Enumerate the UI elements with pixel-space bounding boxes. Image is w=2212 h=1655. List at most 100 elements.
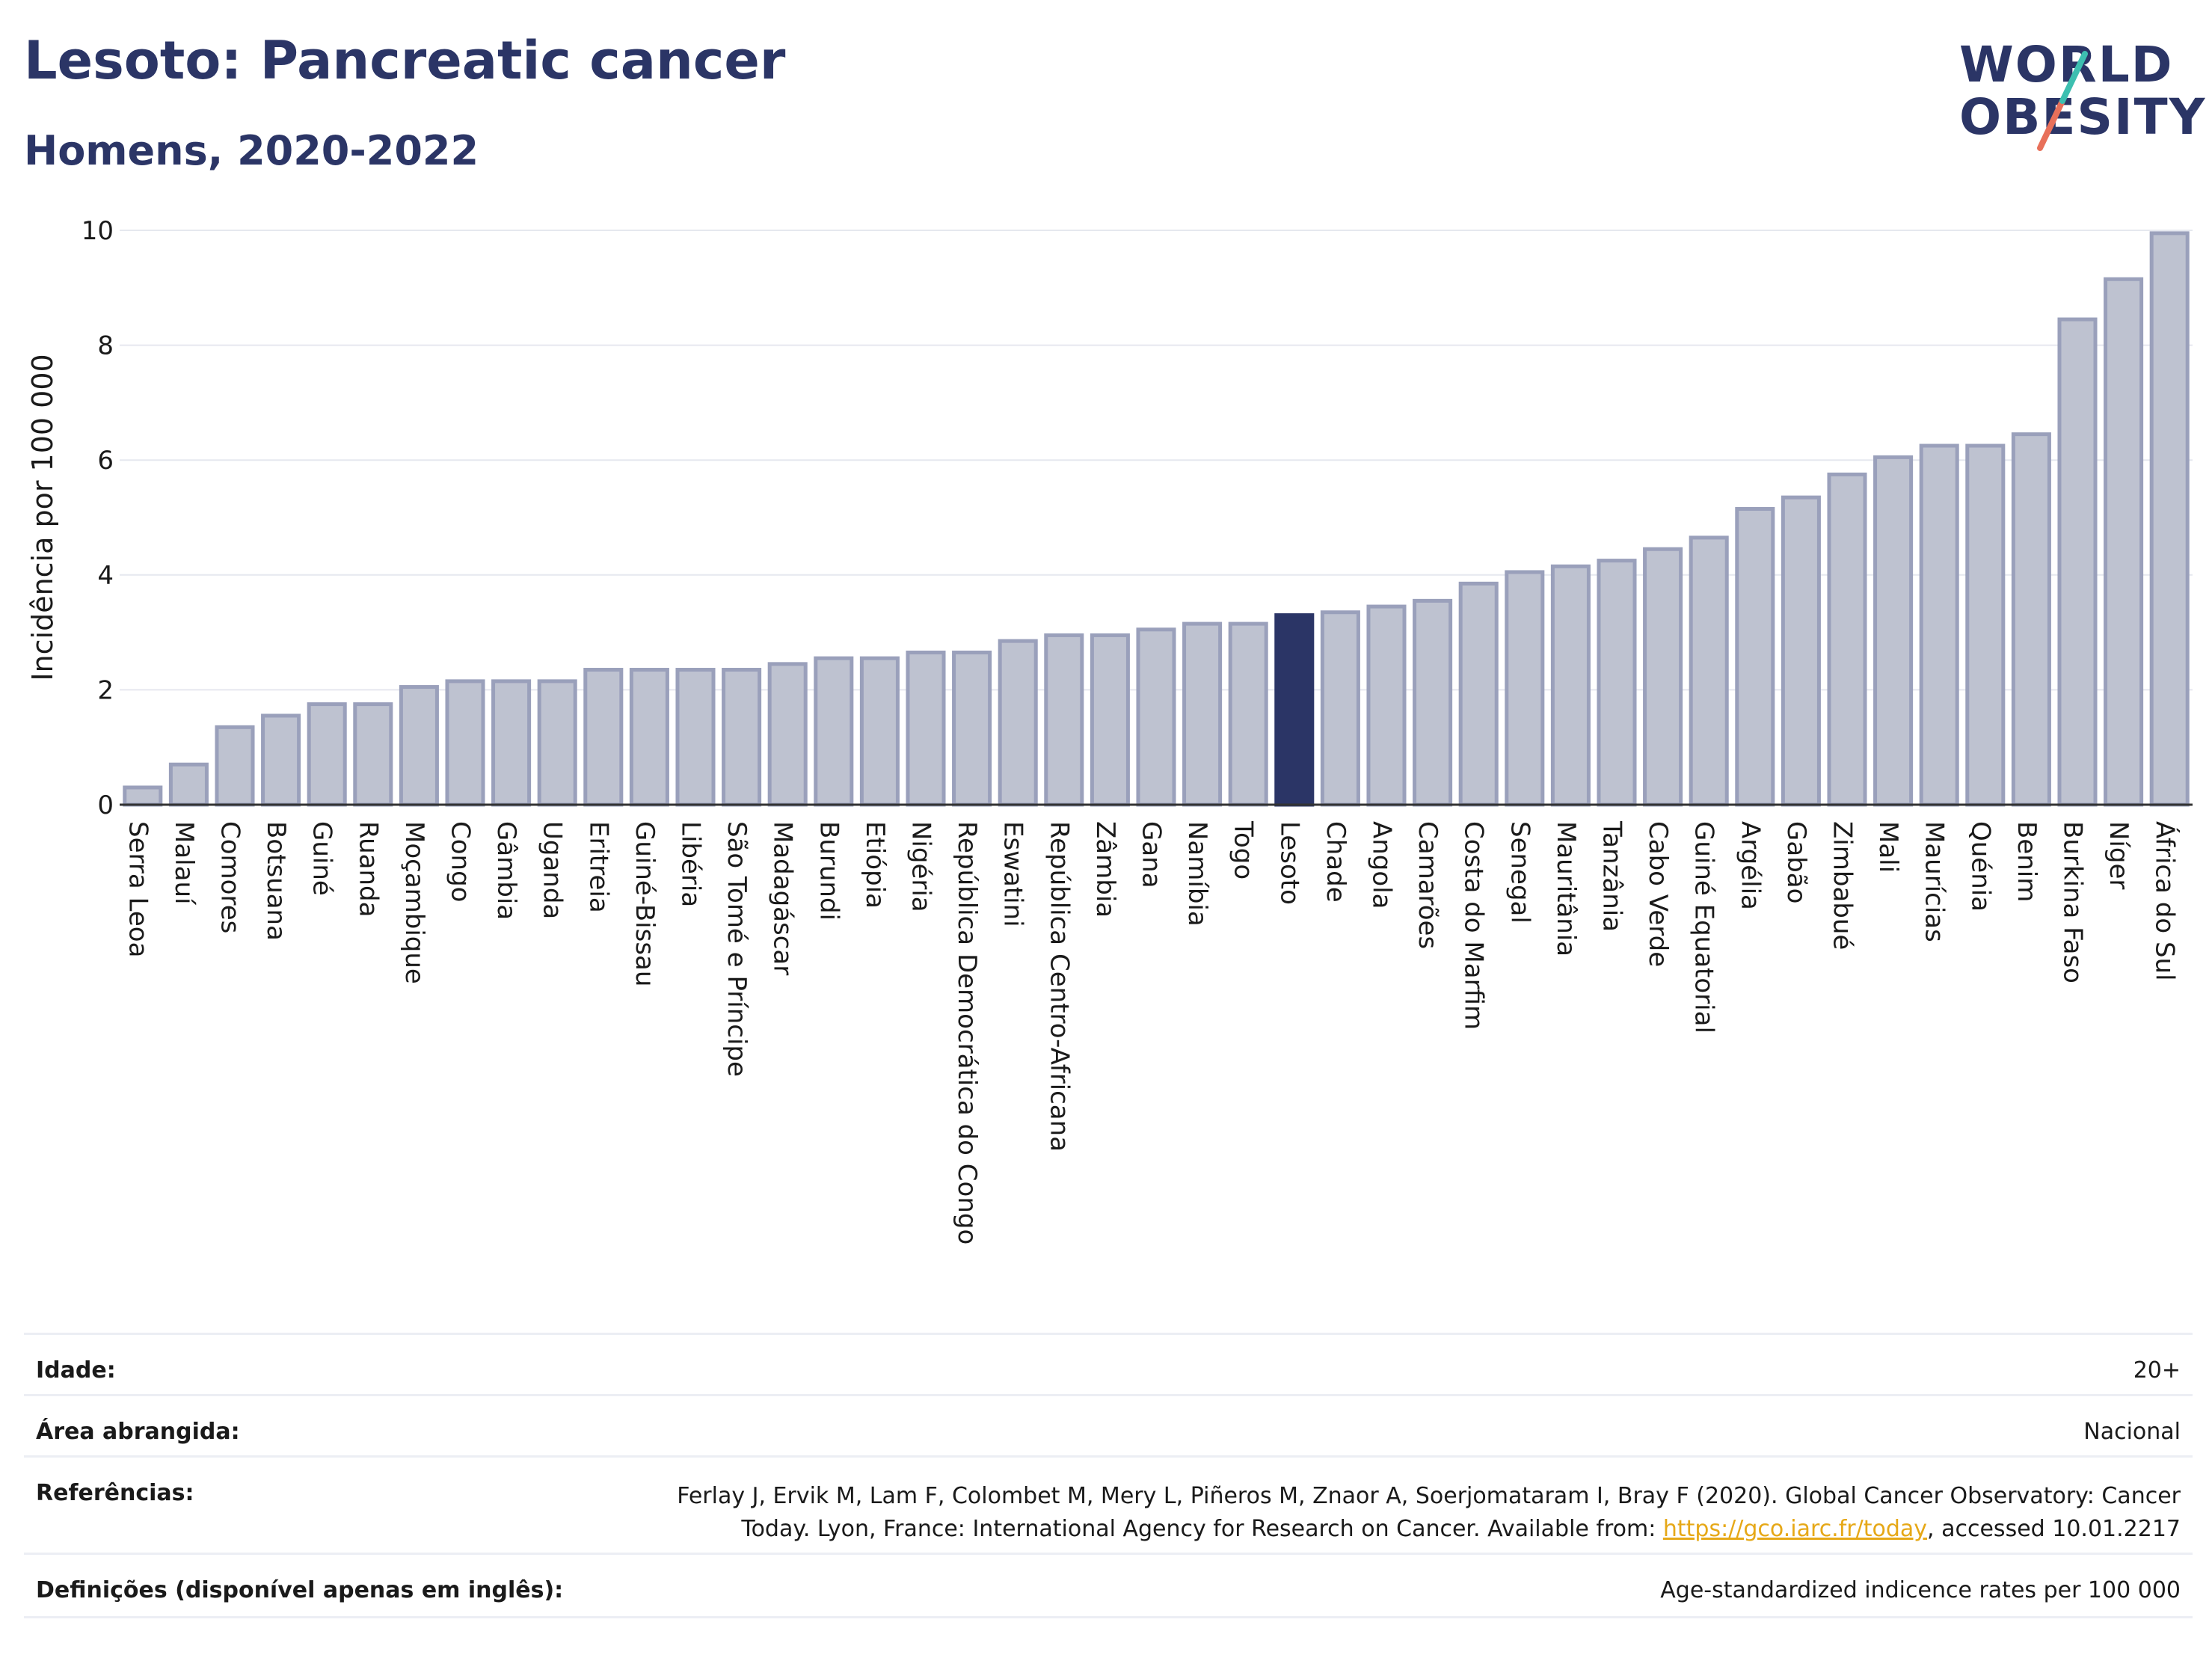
bar-guiné-bissau <box>629 668 669 807</box>
x-tick-label: Uganda <box>538 821 568 919</box>
world-obesity-logo: WORLD OBESITY <box>1944 30 2205 165</box>
x-tick-label: São Tomé e Príncipe <box>722 821 752 1077</box>
bar-tanzânia <box>1597 559 1637 807</box>
bar-nigéria <box>906 650 946 807</box>
bar-gâmbia <box>491 679 532 807</box>
bar-libéria <box>675 668 716 807</box>
x-tick-label: Togo <box>1229 820 1259 879</box>
y-tick-label: 8 <box>97 331 114 361</box>
bar-eritreia <box>583 668 624 807</box>
references-value: Ferlay J, Ervik M, Lam F, Colombet M, Me… <box>677 1480 2181 1546</box>
x-tick-label: Camarões <box>1413 821 1443 949</box>
bar-zimbabué <box>1827 472 1867 807</box>
x-tick-label: Burundi <box>814 821 844 921</box>
bar-moçambique <box>399 685 439 807</box>
y-tick-label: 2 <box>97 675 114 705</box>
bars <box>123 231 2190 807</box>
y-tick-label: 0 <box>97 790 114 820</box>
bar-áfrica-do-sul <box>2149 231 2190 807</box>
y-axis-label: Incidência por 100 000 <box>26 354 59 681</box>
meta-row-definitions: Definições (disponível apenas em inglês)… <box>24 1553 2193 1618</box>
x-tick-label: Benim <box>2012 821 2042 902</box>
bar-república-democrática-do-congo <box>952 650 992 807</box>
x-tick-label: Etiópia <box>860 821 890 909</box>
bar-níger <box>2104 277 2144 807</box>
bar-etiópia <box>859 656 900 807</box>
x-tick-label: Malauí <box>169 821 199 906</box>
x-tick-label: Guiné Equatorial <box>1689 821 1719 1034</box>
bar-eswatini <box>998 639 1038 807</box>
bar-chart: 0 2 4 6 8 10 Serra Leoa Malauí Comores Botsuana Gu… <box>26 216 2193 1244</box>
bar-gabão <box>1781 495 1821 807</box>
x-tick-label: Chade <box>1321 821 1351 903</box>
bar-malauí <box>168 762 209 807</box>
x-tick-label: Argélia <box>1735 821 1765 910</box>
age-value: 20+ <box>2133 1357 2181 1384</box>
bar-zâmbia <box>1090 633 1130 807</box>
bar-botsuana <box>261 713 301 807</box>
bar-ruanda <box>353 702 393 807</box>
definitions-value: Age-standardized indicence rates per 100… <box>1660 1577 2181 1603</box>
bar-burkina-faso <box>2057 317 2098 807</box>
bar-gana <box>1136 627 1176 807</box>
x-tick-label: Mali <box>1873 821 1903 873</box>
bar-cabo-verde <box>1643 547 1683 807</box>
area-label: Área abrangida: <box>36 1419 240 1445</box>
meta-row-references: Referências: Ferlay J, Ervik M, Lam F, C… <box>24 1455 2193 1555</box>
bar-camarões <box>1413 598 1453 807</box>
bar-namíbia <box>1182 621 1223 807</box>
x-tick-label: Libéria <box>676 821 706 907</box>
x-tick-label: Nigéria <box>906 821 936 912</box>
bar-serra-leoa <box>123 785 163 807</box>
y-tick-label: 4 <box>97 561 114 591</box>
bar-guiné <box>307 702 347 807</box>
x-tick-label: Madagáscar <box>768 821 798 975</box>
x-tick-label: Angola <box>1367 821 1397 909</box>
tick-labels: 0 2 4 6 8 10 Serra Leoa Malauí Comores Botsuana Gu… <box>26 216 2181 1244</box>
meta-row-area: Área abrangida: Nacional <box>24 1394 2193 1458</box>
reference-line-2-prefix: Today. Lyon, France: International Agenc… <box>741 1516 1663 1542</box>
x-tick-label: Guiné <box>307 821 337 896</box>
bar-lesoto <box>1274 613 1315 807</box>
x-tick-label: Mauritânia <box>1551 821 1581 957</box>
x-tick-label: Guiné-Bissau <box>630 821 660 986</box>
x-tick-label: República Centro-Africana <box>1044 821 1074 1152</box>
bar-madagáscar <box>767 662 808 807</box>
bar-república-centro-africana <box>1044 633 1084 807</box>
x-tick-label: Zimbabué <box>1828 821 1858 950</box>
age-label: Idade: <box>36 1357 116 1384</box>
x-tick-label: Gana <box>1137 821 1167 888</box>
x-tick-label: Níger <box>2104 821 2133 889</box>
x-tick-label: Gabão <box>1781 821 1811 903</box>
bar-quénia <box>1965 443 2006 807</box>
bar-togo <box>1228 621 1268 807</box>
bar-mauritânia <box>1550 564 1591 807</box>
x-tick-label: Congo <box>446 821 476 902</box>
bar-burundi <box>814 656 854 807</box>
bar-angola <box>1366 604 1407 807</box>
references-label: Referências: <box>36 1480 194 1506</box>
x-tick-label: Senegal <box>1505 821 1534 924</box>
bar-chade <box>1320 610 1360 807</box>
x-tick-label: Zâmbia <box>1090 821 1120 918</box>
page-title: Lesoto: Pancreatic cancer <box>24 30 786 91</box>
x-tick-label: Eswatini <box>998 821 1028 927</box>
x-tick-label: Cabo Verde <box>1643 821 1673 967</box>
x-tick-label: Lesoto <box>1274 821 1304 905</box>
x-tick-label: Ruanda <box>353 821 383 917</box>
reference-link[interactable]: https://gco.iarc.fr/today <box>1662 1516 1928 1542</box>
x-tick-label: Namíbia <box>1182 821 1212 927</box>
x-tick-label: Serra Leoa <box>123 821 153 957</box>
y-tick-label: 10 <box>82 216 114 246</box>
x-tick-label: República Democrática do Congo <box>952 821 982 1244</box>
bar-são-tomé-e-príncipe <box>722 668 762 807</box>
x-tick-label: Tanzânia <box>1597 820 1627 932</box>
meta-row-age: Idade: 20+ <box>24 1333 2193 1396</box>
logo-line-2: OBESITY <box>1959 88 2207 146</box>
logo-slash-icon <box>2037 51 2088 151</box>
x-tick-label: Gâmbia <box>491 821 521 920</box>
bar-mali <box>1873 455 1914 807</box>
y-tick-label: 6 <box>97 446 114 476</box>
bar-congo <box>445 679 485 807</box>
x-tick-label: Eritreia <box>583 821 613 913</box>
